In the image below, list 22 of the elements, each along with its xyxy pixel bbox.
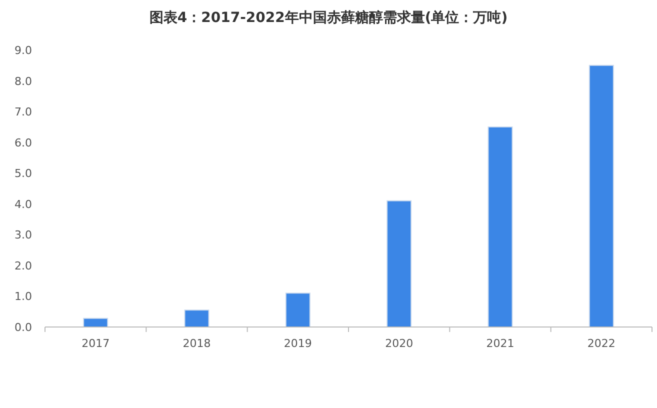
chart-title: 图表4：2017-2022年中国赤藓糖醇需求量(单位：万吨) (149, 9, 508, 26)
y-tick-label: 6.0 (14, 136, 32, 150)
bar (386, 200, 412, 328)
x-tick-label: 2021 (486, 337, 514, 350)
y-tick-label: 0.0 (14, 321, 32, 334)
x-tick-label: 2022 (587, 337, 616, 350)
x-tick-label: 2019 (284, 337, 312, 350)
y-tick-label: 4.0 (14, 198, 32, 211)
y-tick-label: 7.0 (14, 106, 32, 119)
x-tick-label: 2018 (182, 337, 211, 350)
bar (184, 310, 210, 328)
bar (588, 64, 614, 328)
y-tick-label: 8.0 (14, 74, 32, 88)
x-tick-label: 2017 (82, 337, 110, 350)
y-tick-label: 9.0 (14, 44, 32, 57)
bar (488, 126, 513, 328)
y-tick-label: 5.0 (14, 167, 32, 180)
x-tick-label: 2020 (385, 337, 414, 350)
bar (285, 292, 310, 328)
y-tick-label: 2.0 (14, 259, 32, 272)
y-tick-label: 1.0 (14, 290, 32, 304)
y-tick-label: 3.0 (14, 228, 32, 242)
